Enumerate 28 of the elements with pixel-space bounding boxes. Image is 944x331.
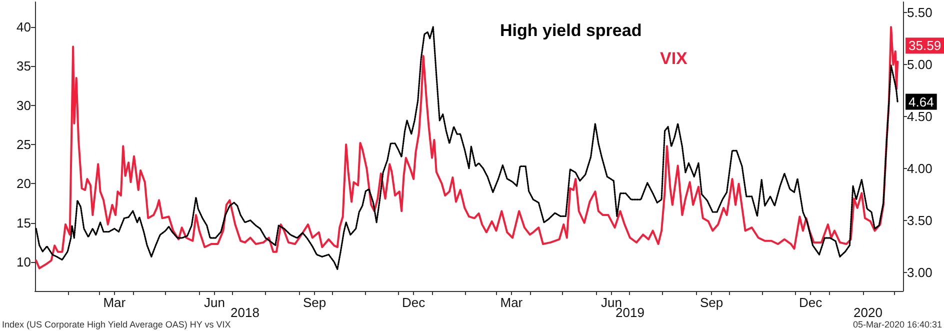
text: 05-Mar-2020 16:40:31: [852, 320, 942, 330]
x-tick-label: Dec: [798, 295, 823, 310]
text: Index (US Corporate High Yield Average OAS) HY vs VIX: [2, 320, 231, 330]
y2-tick-label: 5.00: [907, 56, 932, 72]
y-tick-label: 25: [16, 137, 31, 152]
y2-tick-label: 5.50: [907, 4, 932, 20]
x-tick-label: Jun: [204, 295, 225, 310]
y2-tick-label: 4.50: [907, 108, 932, 124]
x-tick-label: Sep: [700, 295, 724, 310]
y-tick-label: 35: [16, 58, 31, 74]
text: VIX: [660, 49, 688, 68]
x-tick-label: Mar: [103, 295, 126, 310]
data-label: 4.64: [908, 94, 934, 110]
text: 2018: [230, 305, 260, 320]
y2-tick-label: 3.50: [907, 212, 932, 228]
y-tick-label: 40: [16, 20, 31, 35]
text: 2020: [854, 305, 882, 320]
y-tick-label: 15: [16, 215, 31, 230]
y-tick-label: 20: [16, 176, 31, 192]
x-tick-label: Dec: [402, 295, 426, 310]
y2-tick-label: 3.00: [907, 264, 932, 280]
y2-tick-label: 4.00: [907, 160, 932, 176]
text: High yield spread: [500, 21, 642, 40]
y-tick-label: 10: [16, 254, 31, 270]
x-tick-label: Mar: [500, 295, 524, 310]
x-tick-label: Sep: [302, 295, 326, 310]
data-label: 35.59: [908, 38, 942, 54]
y-tick-label: 30: [16, 98, 31, 113]
